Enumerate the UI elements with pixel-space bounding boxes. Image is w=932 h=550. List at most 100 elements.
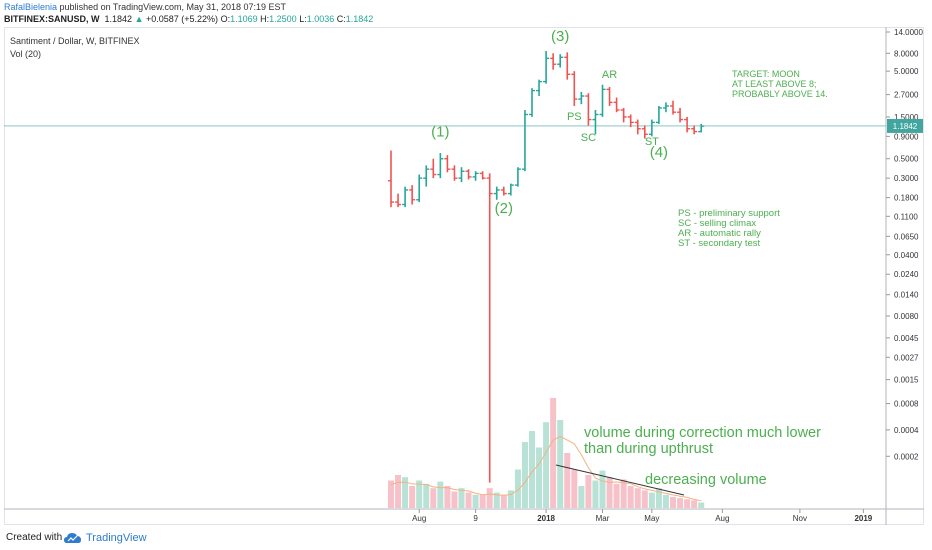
volume-bar [472,494,479,508]
volume-bar [507,490,514,508]
x-tick-label: 2019 [854,514,872,523]
footer: Created with TradingView [0,526,932,550]
volume-bar [444,486,451,508]
y-tick-label: 0.0045 [894,334,919,343]
y-tick-label: 5.0000 [894,67,919,76]
legend-note-line: AR - automatic rally [678,228,761,239]
change-value: +0.0587 (+5.22%) [146,14,219,24]
annotation-ar: AR [602,69,617,81]
volume-bar [550,398,557,508]
y-tick-label: 0.0027 [894,353,919,362]
y-tick-label: 0.1800 [894,194,919,203]
y-tick-label: 0.0008 [894,400,919,409]
y-tick-label: 0.0080 [894,312,919,321]
volume-bar [395,475,402,508]
y-tick-label: 0.0240 [894,270,919,279]
high-value: 1.2500 [269,14,297,24]
y-tick-label: 0.0650 [894,232,919,241]
volume-bar [641,490,648,508]
annotation-sc: SC [581,132,596,144]
volume-bar [662,494,669,508]
annotation-3: (3) [551,28,569,45]
price-chart[interactable]: Santiment / Dollar, W, BITFINEX Vol (20) 1… [4,27,924,525]
tradingview-brand[interactable]: TradingView [64,530,147,546]
symbol-line: BITFINEX:SANUSD, W 1.1842 ▲ +0.0587 (+5.… [4,14,373,24]
y-tick-label: 0.1100 [894,212,918,221]
volume-bar [465,492,472,508]
volume-bar [677,498,684,508]
annotation-1: (1) [431,123,449,140]
low-label: L: [299,14,307,24]
x-tick-label: Nov [793,514,807,523]
chart-area[interactable]: Santiment / Dollar, W, BITFINEX Vol (20) 1… [4,27,924,525]
created-with-text: Created with [6,532,63,543]
volume-bar [599,470,606,508]
y-tick-label: 0.9000 [894,132,919,141]
volume-bar [409,486,416,508]
target-note-line: PROBABLY ABOVE 14. [732,89,828,99]
volume-bar [388,480,394,508]
volume-bar [479,494,486,508]
up-arrow-icon: ▲ [134,14,144,24]
volume-bar [536,447,543,508]
last-price-label: 1.1842 [893,122,918,131]
chart-border [4,27,924,525]
y-tick-label: 0.0140 [894,291,919,300]
volume-indicator-label: Vol (20) [10,49,41,59]
volume-bar [634,488,641,508]
tradingview-cloud-icon [64,533,81,543]
volume-bar [627,486,634,508]
volume-bar [423,483,430,508]
target-note-line: TARGET: MOON [732,69,800,79]
x-tick-label: 2018 [537,514,555,523]
open-label: O: [220,14,231,24]
close-label: C: [336,14,346,24]
chart-header: RafalBielenia published on TradingView.c… [0,0,932,26]
volume-bar [437,481,444,508]
annotation-st: ST [645,136,659,148]
x-tick-label: May [644,514,659,523]
x-tick-label: Aug [412,514,426,523]
volume-bar [606,477,613,508]
volume-bar [486,488,493,508]
legend-note-line: PS - preliminary support [678,208,780,219]
volume-bar [416,480,423,508]
volume-bar [451,491,458,508]
volume-bar [655,488,662,508]
y-tick-label: 1.5000 [894,113,919,122]
decreasing-volume-note: decreasing volume [645,472,767,488]
x-tick-label: Aug [715,514,729,523]
y-tick-label: 2.7000 [894,91,919,100]
volume-bar [691,500,698,508]
publish-line: RafalBielenia published on TradingView.c… [4,2,286,12]
y-tick-label: 0.0002 [894,452,919,461]
volume-bar [670,497,676,508]
chart-title: Santiment / Dollar, W, BITFINEX [10,36,140,46]
volume-bar [571,469,578,508]
y-tick-label: 0.0400 [894,251,919,260]
author-link[interactable]: RafalBielenia [4,2,58,12]
symbol-label: BITFINEX:SANUSD, W [4,14,100,24]
close-value: 1.1842 [345,14,374,24]
y-tick-label: 0.0015 [894,376,919,385]
legend-note-line: ST - secondary test [678,238,761,249]
last-price-tag [887,118,923,133]
volume-ma-line [390,435,702,502]
volume-bar [430,488,437,508]
volume-bar [620,479,627,508]
volume-bar [543,422,550,508]
volume-bar [402,477,409,508]
y-tick-label: 14.0000 [894,28,923,37]
annotation-4: (4) [650,144,668,161]
volume-note-line: volume during correction much lower [584,425,821,441]
volume-bar [521,442,528,508]
x-tick-label: 9 [473,514,478,523]
volume-bar [514,469,521,508]
published-text: published on TradingView.com, May 31, 20… [57,2,287,12]
y-tick-label: 0.0004 [894,426,919,435]
price-value: 1.1842 [104,14,133,24]
volume-bar [585,475,592,508]
volume-bar [592,480,599,508]
tradingview-label: TradingView [86,532,147,544]
volume-bar [458,488,465,508]
